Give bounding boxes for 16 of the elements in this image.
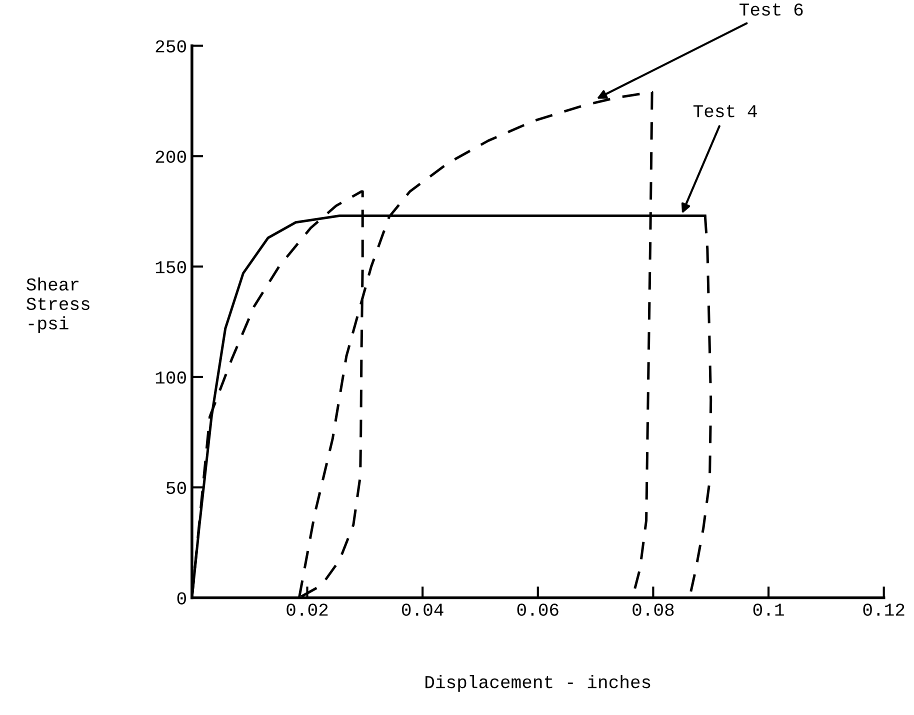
y-tick-label: 100 xyxy=(156,371,186,384)
x-tick-label: 0.12 xyxy=(863,604,904,616)
y-tick-label: 200 xyxy=(156,150,186,163)
x-tick-label: 0.06 xyxy=(517,604,558,616)
annotation: Test 4 xyxy=(693,105,757,118)
y-tick-label: 150 xyxy=(156,261,186,274)
y-axis-title: Shear Stress -psi xyxy=(26,277,90,334)
x-tick-label: 0.08 xyxy=(632,604,674,616)
x-tick-label: 0.04 xyxy=(402,604,444,616)
annotation: Test 6 xyxy=(740,3,803,16)
y-tick-label: 50 xyxy=(166,482,186,494)
x-axis-title: Displacement - inches xyxy=(426,674,650,692)
y-tick-label: 250 xyxy=(156,40,186,52)
x-tick-label: 0.02 xyxy=(286,604,328,616)
y-tick-label: 0 xyxy=(177,592,186,604)
x-tick-label: 0.1 xyxy=(753,604,784,616)
